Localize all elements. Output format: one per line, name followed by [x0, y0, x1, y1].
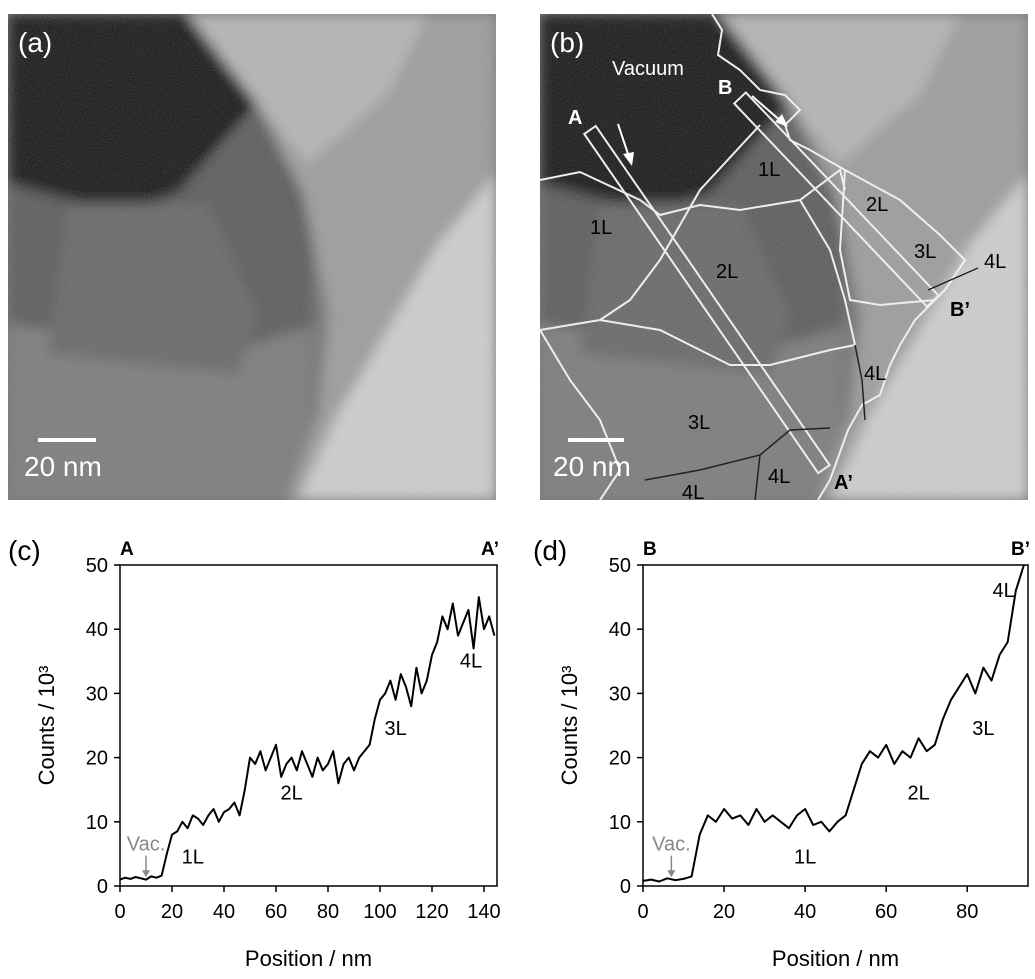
x-tick-label: 60: [265, 901, 287, 923]
annotation: 3L: [384, 718, 406, 740]
y-tick-label: 10: [609, 812, 631, 834]
annotation: 1L: [182, 847, 204, 869]
y-tick-label: 0: [620, 876, 631, 898]
y-tick-label: 30: [86, 683, 108, 705]
x-tick-label: 80: [956, 901, 978, 923]
y-tick-label: 40: [609, 619, 631, 641]
x-tick-label: 80: [317, 901, 339, 923]
line-label: B’: [950, 299, 970, 321]
region-label: 4L: [682, 482, 704, 504]
x-tick-label: 140: [467, 901, 500, 923]
annotation: 3L: [972, 718, 994, 740]
profile-line: [642, 564, 1025, 883]
annotation: Vac.: [127, 834, 166, 856]
annotation: 2L: [907, 782, 929, 804]
region-label: 4L: [984, 251, 1006, 273]
region-label: 2L: [866, 194, 888, 216]
line-label: A: [568, 107, 582, 129]
annotation: 4L: [993, 580, 1015, 602]
annotation-arrowhead: [142, 870, 150, 878]
annotation: 4L: [460, 651, 482, 673]
y-axis-label: Counts / 10³: [34, 666, 59, 786]
start-label: A: [120, 539, 134, 560]
region-label: 2L: [716, 261, 738, 283]
x-tick-label: 40: [213, 901, 235, 923]
annotation-arrowhead: [667, 870, 676, 878]
region-label: 3L: [688, 412, 710, 434]
line-label: A’: [834, 472, 853, 494]
x-tick-label: 0: [637, 901, 648, 923]
x-tick-label: 20: [161, 901, 183, 923]
line-labels: A B A’ B’: [568, 77, 970, 494]
x-tick-label: 120: [415, 901, 448, 923]
plot-frame: [642, 564, 1029, 887]
y-tick-label: 0: [97, 876, 108, 898]
end-label: B’: [1011, 539, 1030, 560]
panel-label: (a): [18, 27, 52, 58]
region-label: 1L: [758, 159, 780, 181]
region-label: 4L: [864, 363, 886, 385]
y-tick-label: 10: [86, 812, 108, 834]
panel-label: (d): [533, 535, 567, 566]
region-label: 3L: [914, 241, 936, 263]
x-tick-label: 20: [713, 901, 735, 923]
y-tick-label: 30: [609, 683, 631, 705]
x-axis-label: Position / nm: [245, 946, 372, 971]
y-tick-label: 20: [86, 748, 108, 770]
annotation: 1L: [794, 847, 816, 869]
x-tick-label: 0: [114, 901, 125, 923]
y-tick-label: 20: [609, 748, 631, 770]
x-tick-label: 60: [875, 901, 897, 923]
region-label: Vacuum: [612, 58, 684, 80]
start-label: B: [643, 539, 657, 560]
tem-image-b: [540, 14, 1028, 500]
x-tick-label: 100: [363, 901, 396, 923]
y-tick-label: 50: [609, 555, 631, 577]
region-labels: Vacuum 1L 1L 2L 2L 3L 3L 4L 4L 4L 4L: [590, 58, 1006, 504]
region-label: 1L: [590, 217, 612, 239]
annotation: Vac.: [652, 834, 691, 856]
x-tick-label: 40: [794, 901, 816, 923]
scale-label: 20 nm: [24, 451, 102, 482]
y-axis-label: Counts / 10³: [557, 666, 582, 786]
y-tick-label: 50: [86, 555, 108, 577]
plot-frame: [119, 564, 498, 887]
region-label: 4L: [768, 466, 790, 488]
profile-line: [119, 596, 496, 881]
tem-image-a: [8, 14, 496, 500]
panel-label: (b): [550, 27, 584, 58]
panel-label: (c): [8, 535, 41, 566]
end-label: A’: [481, 539, 499, 560]
line-label: B: [718, 77, 732, 99]
scale-label: 20 nm: [553, 451, 631, 482]
x-axis-label: Position / nm: [772, 946, 899, 971]
annotation: 2L: [280, 782, 302, 804]
y-tick-label: 40: [86, 619, 108, 641]
